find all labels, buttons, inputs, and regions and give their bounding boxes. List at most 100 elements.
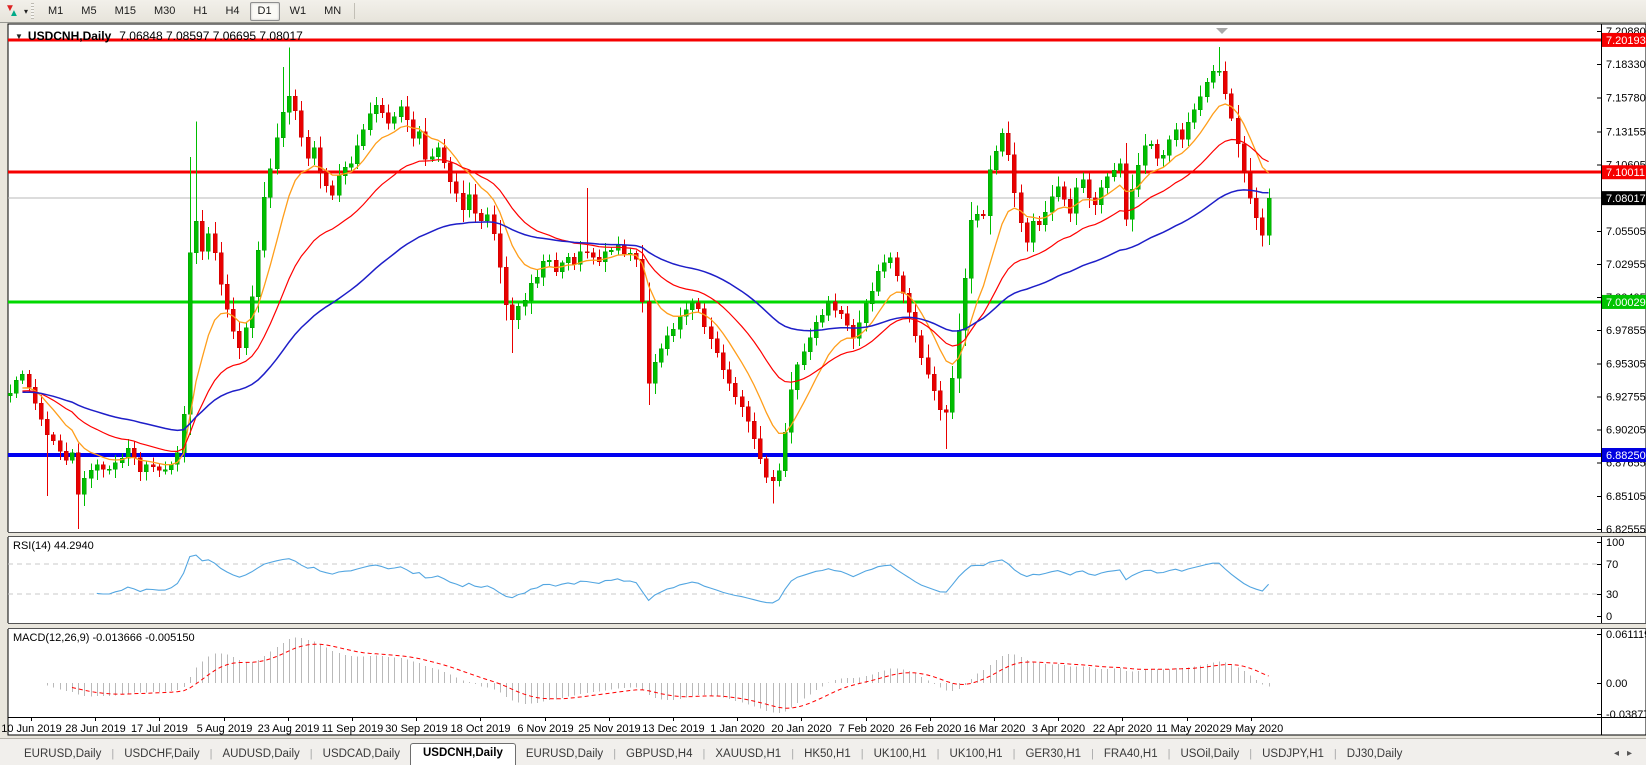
price-badges: 7.20193 7.10011 7.08017 7.00029 6.88250 <box>1602 32 1646 462</box>
macd-pane[interactable] <box>46 637 1271 714</box>
timeframe-button-m30[interactable]: M30 <box>153 4 176 17</box>
symbol-tab-usdcad-3[interactable]: USDCAD,Daily <box>322 748 400 760</box>
rsi-pane-label: RSI(14) 44.2940 <box>13 540 94 552</box>
pane-splitter-0[interactable] <box>0 532 1646 537</box>
symbol-tab-usdjpy-14[interactable]: USDJPY,H1 <box>1262 748 1324 760</box>
symbol-tab-audusd-2[interactable]: AUDUSD,Daily <box>222 748 300 760</box>
date-tick-label: 5 Aug 2019 <box>197 723 253 735</box>
tab-separator: | <box>860 748 864 760</box>
tab-separator: | <box>1333 748 1337 760</box>
date-tick-label: 1 Jan 2020 <box>710 723 764 735</box>
pane-splitter-1[interactable] <box>0 623 1646 629</box>
symbol-tab-hk50-8[interactable]: HK50,H1 <box>804 748 851 760</box>
symbol-tab-uk100-9[interactable]: UK100,H1 <box>873 748 927 760</box>
symbol-tab-gbpusd-6[interactable]: GBPUSD,H4 <box>626 748 693 760</box>
macd-signal-line <box>71 643 1269 709</box>
macd-pane-label: MACD(12,26,9) -0.013666 -0.005150 <box>13 632 195 644</box>
tab-separator: | <box>702 748 706 760</box>
tab-separator: | <box>791 748 795 760</box>
date-tick-label: 26 Feb 2020 <box>900 723 962 735</box>
symbol-tab-uk100-10[interactable]: UK100,H1 <box>949 748 1003 760</box>
price-tick-label: 7.05505 <box>1606 226 1646 238</box>
ma-line-fast <box>22 103 1270 466</box>
top-toolbar: ▼ ▲ ▾ M1 M5 M15 M30 H1 H4 D1 W1 MN <box>0 0 1646 23</box>
tab-separator: | <box>936 748 940 760</box>
symbol-tab-usdchf-1[interactable]: USDCHF,Daily <box>124 748 200 760</box>
moving-averages <box>22 103 1270 466</box>
chart-context-arrow-icon[interactable]: ▼ <box>15 32 23 41</box>
date-tick-label: 16 Mar 2020 <box>964 723 1026 735</box>
tab-separator: | <box>1012 748 1016 760</box>
timeframe-button-h4[interactable]: H4 <box>225 4 240 17</box>
symbol-tab-eurusd-0[interactable]: EURUSD,Daily <box>24 748 102 760</box>
date-tick-label: 29 May 2020 <box>1220 723 1284 735</box>
macd-tick-label: 0.00 <box>1606 678 1627 690</box>
tab-separator: | <box>111 748 115 760</box>
symbol-tab-xauusd-7[interactable]: XAUUSD,H1 <box>715 748 782 760</box>
price-axis: 7.208807.183307.157807.131557.106057.055… <box>1597 26 1646 536</box>
price-badge-support-green: 7.00029 <box>1606 297 1646 309</box>
tab-separator: | <box>1091 748 1094 760</box>
tab-separator: | <box>613 748 617 760</box>
symbol-tab-eurusd-5[interactable]: EURUSD,Daily <box>525 748 604 760</box>
date-tick-label: 18 Oct 2019 <box>451 723 511 735</box>
price-arrows-icon[interactable]: ▼ ▲ ▾ <box>2 2 28 20</box>
price-tick-label: 6.82555 <box>1606 524 1646 536</box>
rsi-tick-label: 30 <box>1606 589 1618 601</box>
timeframe-button-w1[interactable]: W1 <box>289 4 307 17</box>
price-tick-label: 6.85105 <box>1606 491 1646 503</box>
date-axis[interactable]: 10 Jun 2019 28 Jun 2019 17 Jul 2019 5 Aug 2… <box>1 717 1646 735</box>
ma-line-slow <box>22 189 1269 432</box>
symbol-tab-usoil-13[interactable]: USOil,Daily <box>1180 748 1240 760</box>
chart-symbol-period: USDCNH,Daily <box>27 29 112 43</box>
indicator-axes: 100 70 30 0 0.061119 0.00 -0.038777 <box>1597 537 1646 721</box>
symbol-tab-ger30-11[interactable]: GER30,H1 <box>1025 748 1082 760</box>
tab-scroll-left-icon[interactable]: ◂ <box>1613 748 1627 759</box>
tab-separator: | <box>209 748 213 760</box>
timeframe-button-m5[interactable]: M5 <box>81 4 97 17</box>
date-tick-label: 22 Apr 2020 <box>1093 723 1152 735</box>
date-tick-label: 13 Dec 2019 <box>642 723 704 735</box>
date-tick-label: 28 Jun 2019 <box>65 723 126 735</box>
timeframe-toolbar: M1 M5 M15 M30 H1 H4 D1 W1 MN <box>39 1 359 21</box>
red-arrow-glyph: ▼ <box>5 3 15 14</box>
chart-title: ▼ USDCNH,Daily 7.06848 7.08597 7.06695 7.0… <box>15 29 303 43</box>
date-tick-label: 11 May 2020 <box>1156 723 1219 735</box>
symbol-tabbar: EURUSD,Daily | USDCHF,Daily | AUDUSD,Daily | U… <box>0 738 1646 765</box>
tab-scroll-right-icon[interactable]: ▸ <box>1626 748 1640 759</box>
symbol-tab-fra40-12[interactable]: FRA40,H1 <box>1103 748 1158 760</box>
date-tick-label: 17 Jul 2019 <box>131 723 188 735</box>
symbol-tab-usdcnh-4[interactable]: USDCNH,Daily <box>409 743 516 765</box>
date-tick-label: 30 Sep 2019 <box>385 723 447 735</box>
tab-separator: | <box>1249 748 1253 760</box>
date-tick-label: 7 Feb 2020 <box>839 723 895 735</box>
timeframe-button-d1[interactable]: D1 <box>249 1 280 21</box>
tab-scroll-arrows[interactable]: ◂▸ <box>1614 748 1640 759</box>
price-badge-resistance-mid: 7.10011 <box>1606 167 1645 179</box>
price-tick-label: 7.18330 <box>1606 59 1646 71</box>
price-tick-label: 7.15780 <box>1606 92 1646 104</box>
symbol-tab-dj30-15[interactable]: DJ30,Daily <box>1346 748 1403 760</box>
timeframe-button-h1[interactable]: H1 <box>193 4 208 17</box>
price-tick-label: 6.92755 <box>1606 391 1646 403</box>
green-arrow-glyph: ▲ <box>9 8 19 19</box>
macd-tick-label: 0.061119 <box>1606 629 1646 641</box>
price-tick-label: 6.97855 <box>1606 325 1646 337</box>
toolbar-separator <box>354 3 356 19</box>
date-tick-label: 6 Nov 2019 <box>517 723 573 735</box>
chart-shift-marker <box>1216 28 1228 34</box>
timeframe-button-m1[interactable]: M1 <box>48 4 64 17</box>
price-tick-label: 7.02955 <box>1606 259 1646 271</box>
price-badge-support-blue: 6.88250 <box>1606 450 1646 462</box>
date-tick-label: 3 Apr 2020 <box>1032 723 1085 735</box>
timeframe-button-mn[interactable]: MN <box>324 4 342 17</box>
rsi-pane[interactable] <box>8 554 1601 604</box>
rsi-tick-label: 100 <box>1606 537 1624 549</box>
price-tick-label: 6.95305 <box>1606 358 1646 370</box>
timeframe-button-m15[interactable]: M15 <box>114 4 136 17</box>
price-tick-label: 7.13155 <box>1606 126 1646 138</box>
symbol-tabs: EURUSD,Daily | USDCHF,Daily | AUDUSD,Daily | U… <box>14 743 1412 765</box>
price-badge-resistance-upper: 7.20193 <box>1606 35 1646 47</box>
toolbar-grip <box>31 3 34 19</box>
